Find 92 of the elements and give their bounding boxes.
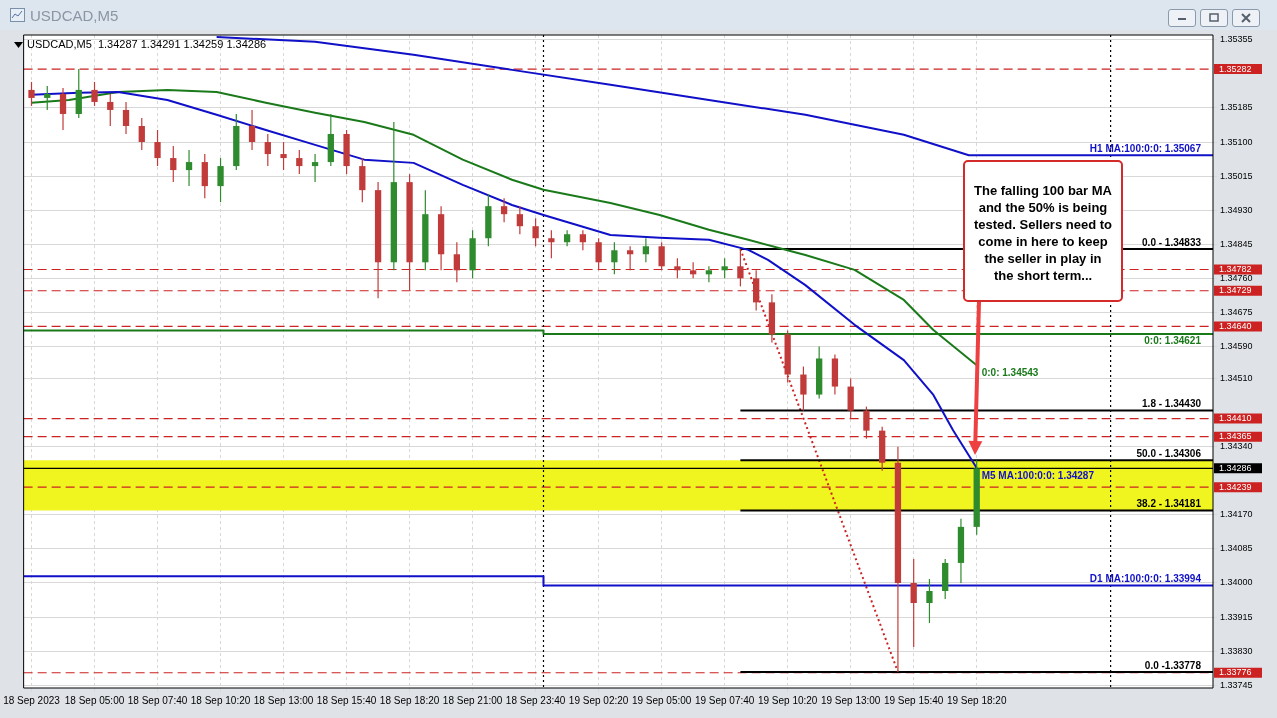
series-label: 0:0: 1.34543 [981, 367, 1039, 379]
y-tick-label: 1.34845 [1220, 238, 1253, 249]
series-label: 38.2 - 1.34181 [1136, 498, 1202, 510]
ref-line-label: 1.34782 [1219, 263, 1252, 274]
x-tick-label: 19 Sep 13:00 [820, 694, 881, 706]
candlestick [107, 93, 114, 127]
candlestick [59, 87, 67, 131]
candlestick [280, 141, 287, 171]
ref-line-label: 1.34286 [1219, 462, 1252, 473]
candlestick [926, 578, 933, 624]
x-tick-label: 18 Sep 2023 [3, 694, 61, 706]
candlestick [138, 117, 145, 151]
y-tick-label: 1.34760 [1220, 272, 1253, 283]
candlestick [122, 101, 130, 135]
series-label: 1.8 - 1.34430 [1142, 398, 1202, 410]
series-label: 0:0: 1.34621 [1144, 334, 1202, 346]
candlestick [296, 149, 303, 175]
y-tick-label: 1.35015 [1220, 170, 1253, 181]
candlestick [863, 406, 870, 440]
chart-title: USDCAD,M5 [27, 38, 92, 50]
ref-line-label: 1.34640 [1219, 320, 1252, 331]
candlestick [689, 261, 697, 279]
x-tick-label: 19 Sep 10:20 [757, 694, 818, 706]
y-tick-label: 1.35355 [1220, 34, 1253, 45]
x-tick-label: 18 Sep 07:40 [127, 694, 188, 706]
y-tick-label: 1.33915 [1220, 611, 1253, 622]
y-tick-label: 1.34590 [1220, 340, 1253, 351]
callout-box: The falling 100 bar MA and the 50% is being tested. Sellers need to come in here to keep the seller in play in the short term... [963, 160, 1123, 302]
candlestick [674, 257, 681, 279]
candlestick [154, 129, 161, 167]
series-label: 0.0 -1.33778 [1144, 659, 1202, 671]
candlestick [500, 197, 508, 223]
candlestick [611, 241, 618, 275]
x-tick-label: 19 Sep 07:40 [694, 694, 755, 706]
candlestick [642, 237, 650, 263]
series-label: 0.0 - 1.34833 [1142, 236, 1202, 248]
y-tick-label: 1.35185 [1220, 102, 1253, 113]
candlestick [185, 149, 193, 187]
x-tick-label: 18 Sep 18:20 [379, 694, 440, 706]
y-tick-label: 1.34170 [1220, 509, 1253, 520]
ref-line-label: 1.34239 [1219, 481, 1252, 492]
candlestick [548, 229, 555, 259]
candlestick [248, 109, 256, 151]
x-tick-label: 19 Sep 05:00 [631, 694, 692, 706]
x-tick-label: 18 Sep 21:00 [442, 694, 503, 706]
candlestick [170, 145, 177, 183]
x-tick-label: 19 Sep 15:40 [883, 694, 944, 706]
candlestick [532, 217, 539, 247]
candlestick [264, 133, 271, 167]
candlestick [626, 245, 634, 271]
y-tick-label: 1.33830 [1220, 645, 1253, 656]
ref-line-label: 1.35282 [1219, 63, 1252, 74]
chart-title: USDCAD,M5 [30, 7, 119, 24]
candlestick [800, 365, 807, 412]
ref-line-label: 1.34410 [1219, 413, 1252, 424]
candlestick [28, 81, 35, 107]
series-label: D1 MA:100:0:0: 1.33994 [1089, 573, 1202, 585]
series-label: 50.0 - 1.34306 [1136, 448, 1202, 460]
candlestick [44, 85, 51, 111]
candlestick [579, 229, 587, 251]
candlestick [705, 265, 713, 283]
y-tick-label: 1.34340 [1220, 441, 1253, 452]
candlestick [910, 558, 917, 648]
candlestick [658, 241, 665, 271]
candlestick [91, 81, 98, 107]
y-tick-label: 1.34675 [1220, 306, 1253, 317]
y-tick-label: 1.33745 [1220, 679, 1253, 690]
ref-line-label: 1.33776 [1219, 667, 1252, 678]
candlestick [453, 241, 460, 283]
x-tick-label: 19 Sep 18:20 [946, 694, 1007, 706]
y-tick-label: 1.35100 [1220, 136, 1253, 147]
y-tick-label: 1.34510 [1220, 373, 1253, 384]
x-tick-label: 19 Sep 02:20 [568, 694, 629, 706]
x-tick-label: 18 Sep 10:20 [190, 694, 251, 706]
x-tick-label: 18 Sep 23:40 [505, 694, 566, 706]
series-label: H1 MA:100:0:0: 1.35067 [1089, 143, 1202, 155]
x-tick-label: 18 Sep 05:00 [64, 694, 125, 706]
x-tick-label: 18 Sep 15:40 [316, 694, 377, 706]
candlestick [516, 205, 524, 235]
candlestick [737, 248, 744, 287]
candlestick [311, 153, 319, 183]
y-tick-label: 1.34085 [1220, 543, 1253, 554]
candlestick [217, 157, 224, 203]
y-tick-label: 1.34930 [1220, 204, 1253, 215]
candlestick [595, 237, 602, 271]
chart-subtitle: 1.34287 1.34291 1.34259 1.34286 [97, 38, 267, 50]
series-label: M5 MA:100:0:0: 1.34287 [981, 469, 1095, 481]
y-tick-label: 1.34000 [1220, 577, 1253, 588]
ref-line-label: 1.34365 [1219, 431, 1252, 442]
x-tick-label: 18 Sep 13:00 [253, 694, 314, 706]
ref-line-label: 1.34729 [1219, 285, 1252, 296]
candlestick [721, 257, 728, 279]
